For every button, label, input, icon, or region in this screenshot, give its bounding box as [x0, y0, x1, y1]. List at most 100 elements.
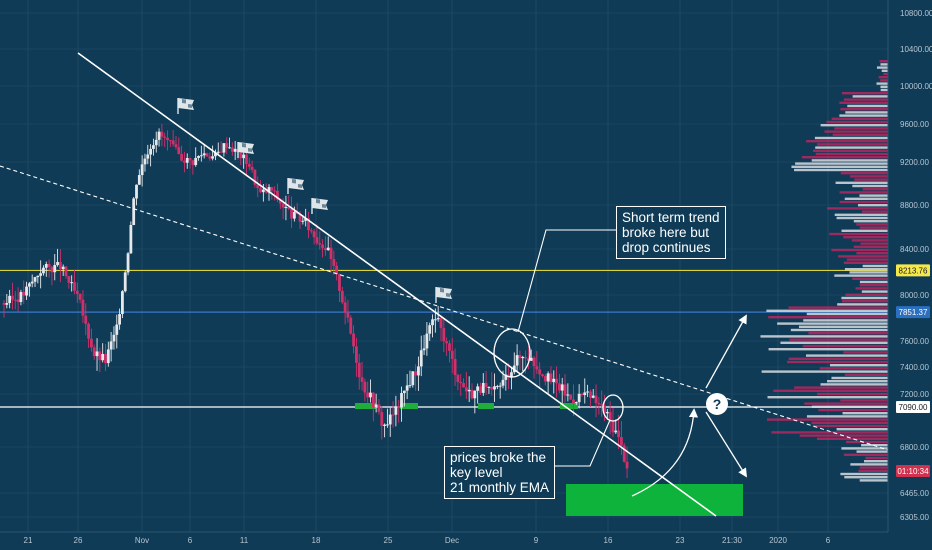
y-tick-label: 7600.00	[900, 337, 929, 346]
candle-body	[194, 157, 198, 166]
candle-body	[428, 325, 432, 334]
candle-body	[453, 359, 457, 376]
candle-body	[87, 323, 90, 339]
volume-profile-bar	[854, 178, 888, 181]
price-tag	[896, 264, 930, 277]
candle-body	[436, 317, 440, 320]
candle-body	[256, 184, 260, 189]
candle-body	[442, 328, 446, 342]
candle-body	[180, 154, 184, 161]
candle-body	[95, 351, 99, 357]
volume-profile-bar	[845, 293, 888, 296]
candle-body	[202, 153, 206, 156]
candle-body	[157, 131, 161, 140]
volume-profile-bar	[768, 316, 888, 319]
volume-profile-bar	[879, 60, 888, 63]
candle-body	[439, 317, 443, 329]
candle-body	[532, 357, 536, 367]
volume-profile-bar	[845, 111, 888, 114]
candle-body	[225, 143, 229, 148]
flag-icon	[237, 142, 254, 158]
volume-profile-bar	[880, 85, 888, 88]
projection-curve	[631, 408, 699, 497]
volume-profile-bar	[820, 383, 888, 386]
candle-body	[608, 411, 612, 421]
flag-icon	[177, 98, 194, 114]
volume-profile-bar	[826, 120, 888, 124]
volume-profile-bar	[814, 136, 888, 140]
candle-body	[402, 390, 406, 394]
x-tick-label: Dec	[445, 536, 459, 545]
candle-body	[425, 333, 429, 349]
volume-profile-bar	[856, 223, 888, 226]
volume-profile-bar	[789, 338, 888, 341]
candle-body	[222, 143, 226, 153]
candle-body	[166, 137, 169, 141]
volume-profile-bar	[844, 373, 888, 376]
candle-body	[467, 389, 471, 392]
candle-body	[408, 385, 412, 387]
candle-body	[620, 437, 623, 446]
candle-body	[19, 292, 23, 303]
candle-body	[126, 253, 130, 273]
candle-body	[5, 303, 9, 305]
candle-body	[577, 393, 581, 403]
candle-body	[247, 163, 251, 167]
candle-body	[160, 131, 164, 137]
key-level-circle	[602, 394, 624, 422]
candle-body	[270, 187, 274, 191]
volume-profile-bar	[840, 399, 888, 402]
target-zone	[566, 484, 743, 516]
candle-body	[92, 347, 96, 357]
volume-profile-bar	[787, 360, 888, 364]
candle-body	[11, 295, 14, 300]
candle-body	[462, 383, 465, 388]
candle-body	[44, 264, 48, 268]
x-tick-label: 23	[676, 536, 685, 545]
candle-body	[594, 395, 598, 403]
volume-profile-bar	[876, 82, 888, 85]
volume-profile-bar	[881, 69, 888, 72]
x-tick-label: 6	[188, 536, 193, 545]
candle-body	[276, 190, 279, 200]
candle-body	[56, 262, 59, 266]
candle-body	[583, 392, 587, 396]
candle-body	[98, 351, 102, 361]
candle-body	[58, 262, 62, 270]
candle-body	[459, 381, 463, 384]
price-tag-text: 8213.76	[899, 266, 928, 275]
candle-body	[448, 343, 451, 351]
volume-profile-bar	[876, 66, 888, 69]
candle-body	[47, 264, 51, 267]
candle-body	[101, 353, 105, 361]
candle-body	[495, 386, 499, 388]
candle-body	[445, 341, 449, 344]
volume-profile-bar	[859, 479, 888, 482]
candle-body	[143, 158, 147, 165]
candle-body	[411, 371, 415, 386]
volume-profile-bar	[840, 108, 888, 111]
volume-profile-bar	[773, 389, 888, 392]
candle-body	[329, 247, 333, 260]
volume-profile-bar	[827, 207, 888, 210]
candle-body	[493, 386, 496, 390]
candle-body	[586, 391, 589, 393]
candle-body	[42, 267, 45, 274]
volume-profile-bar	[863, 460, 888, 463]
volume-profile-bar	[834, 274, 888, 277]
y-tick-label: 7200.00	[900, 390, 929, 399]
volume-profile-bar	[788, 357, 888, 360]
candle-body	[572, 399, 575, 404]
y-tick-label: 9600.00	[900, 120, 929, 129]
candle-body	[543, 376, 547, 382]
candle-body	[121, 291, 124, 315]
volume-profile-bar	[843, 236, 888, 239]
candle-body	[394, 406, 398, 415]
volume-profile-bar	[812, 149, 888, 152]
volume-profile-bar	[846, 258, 888, 261]
candle-body	[481, 383, 485, 393]
volume-profile-bar	[843, 453, 888, 456]
candle-body	[64, 266, 68, 277]
